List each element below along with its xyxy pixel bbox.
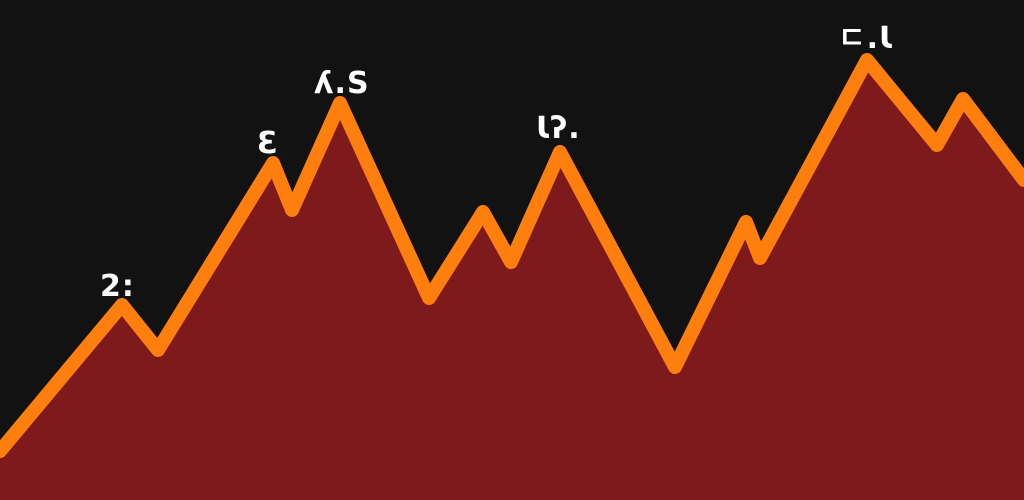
peak-label-2: Ɛ (257, 126, 279, 161)
terrain-ridge-line (0, 53, 1024, 458)
peak-label-5: ㄷ.Ɩ (838, 21, 893, 56)
peak-label-1: 2: (100, 269, 135, 304)
peak-label-4: Ɩʔ. (536, 111, 581, 146)
terrain-fill (0, 60, 1024, 500)
peak-label-3: ʎ.S (314, 66, 370, 101)
